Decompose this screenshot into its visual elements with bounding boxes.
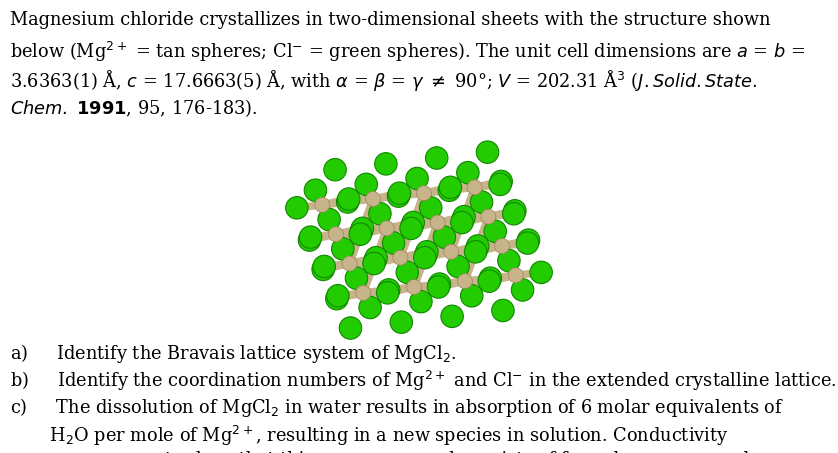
Circle shape: [428, 273, 451, 295]
Circle shape: [356, 285, 370, 300]
Circle shape: [516, 232, 539, 254]
Text: below (Mg$^{2+}$ = tan spheres; Cl$^{-}$ = green spheres). The unit cell dimensi: below (Mg$^{2+}$ = tan spheres; Cl$^{-}$…: [10, 40, 805, 64]
Circle shape: [315, 198, 330, 212]
Circle shape: [464, 241, 487, 263]
Circle shape: [413, 246, 436, 269]
Circle shape: [439, 176, 462, 198]
Circle shape: [363, 252, 385, 275]
Circle shape: [458, 274, 473, 289]
Text: measurements show that this new compound consists of four charges per mole.: measurements show that this new compound…: [10, 451, 765, 453]
Circle shape: [387, 185, 410, 207]
Circle shape: [350, 220, 373, 242]
Circle shape: [465, 238, 488, 260]
Circle shape: [508, 268, 523, 283]
Circle shape: [451, 211, 473, 234]
Circle shape: [393, 250, 408, 265]
Circle shape: [328, 226, 344, 242]
Circle shape: [336, 191, 359, 213]
Text: c)   The dissolution of MgCl$_2$ in water results in absorption of 6 molar equiv: c) The dissolution of MgCl$_2$ in water …: [10, 396, 784, 419]
Circle shape: [342, 256, 357, 271]
Circle shape: [339, 317, 362, 339]
Circle shape: [410, 290, 432, 313]
Circle shape: [365, 192, 380, 207]
Circle shape: [332, 238, 354, 260]
Text: b)   Identify the coordination numbers of Mg$^{2+}$ and Cl$^{-}$ in the extended: b) Identify the coordination numbers of …: [10, 369, 837, 393]
Circle shape: [400, 217, 422, 240]
Circle shape: [494, 238, 510, 254]
Circle shape: [406, 167, 428, 190]
Circle shape: [375, 153, 397, 175]
Circle shape: [396, 261, 418, 284]
Circle shape: [461, 284, 483, 307]
Circle shape: [504, 200, 526, 222]
Circle shape: [457, 161, 479, 184]
Circle shape: [286, 197, 308, 219]
Text: H$_2$O per mole of Mg$^{2+}$, resulting in a new species in solution. Conductivi: H$_2$O per mole of Mg$^{2+}$, resulting …: [10, 424, 729, 448]
Circle shape: [401, 214, 423, 236]
Circle shape: [511, 279, 534, 301]
Circle shape: [489, 173, 511, 196]
Circle shape: [416, 186, 432, 201]
Circle shape: [420, 197, 442, 219]
Circle shape: [313, 255, 335, 278]
Circle shape: [478, 270, 500, 292]
Circle shape: [470, 191, 493, 213]
Circle shape: [312, 258, 334, 280]
Circle shape: [453, 205, 475, 228]
Circle shape: [427, 276, 450, 298]
Circle shape: [484, 220, 506, 242]
Circle shape: [479, 267, 502, 289]
Circle shape: [481, 209, 496, 224]
Circle shape: [530, 261, 552, 284]
Text: 3.6363(1) Å, $c$ = 17.6663(5) Å, with $\alpha$ = $\beta$ = $\gamma$ $\neq$ 90°; : 3.6363(1) Å, $c$ = 17.6663(5) Å, with $\…: [10, 68, 758, 93]
Circle shape: [476, 141, 499, 164]
Circle shape: [345, 267, 368, 289]
Circle shape: [430, 215, 445, 230]
Circle shape: [388, 182, 411, 204]
Circle shape: [390, 311, 412, 333]
Circle shape: [364, 249, 386, 272]
Circle shape: [299, 226, 322, 248]
Circle shape: [376, 282, 399, 304]
Text: $Chem.$ $\mathbf{1991}$, 95, 176-183).: $Chem.$ $\mathbf{1991}$, 95, 176-183).: [10, 97, 258, 119]
Circle shape: [415, 244, 437, 266]
Circle shape: [416, 241, 438, 263]
Circle shape: [351, 217, 374, 240]
Circle shape: [327, 284, 349, 307]
Circle shape: [426, 147, 448, 169]
Circle shape: [503, 202, 525, 225]
Circle shape: [467, 235, 489, 257]
Circle shape: [359, 296, 381, 319]
Circle shape: [338, 188, 360, 210]
Circle shape: [441, 305, 463, 328]
Circle shape: [492, 299, 515, 322]
Circle shape: [447, 255, 469, 278]
Circle shape: [355, 173, 377, 196]
Circle shape: [298, 229, 321, 251]
Text: Magnesium chloride crystallizes in two-dimensional sheets with the structure sho: Magnesium chloride crystallizes in two-d…: [10, 11, 771, 29]
Circle shape: [402, 211, 425, 234]
Circle shape: [326, 288, 348, 310]
Circle shape: [380, 221, 394, 236]
Circle shape: [438, 179, 461, 202]
Text: a)   Identify the Bravais lattice system of MgCl$_2$.: a) Identify the Bravais lattice system o…: [10, 342, 457, 365]
Circle shape: [365, 246, 387, 269]
Circle shape: [406, 280, 422, 294]
Circle shape: [323, 159, 346, 181]
Circle shape: [444, 244, 458, 259]
Circle shape: [468, 180, 482, 195]
Circle shape: [517, 229, 540, 251]
Circle shape: [349, 223, 371, 246]
Circle shape: [382, 232, 405, 254]
Circle shape: [318, 208, 340, 231]
Circle shape: [304, 179, 327, 202]
Circle shape: [452, 208, 474, 231]
Circle shape: [490, 170, 512, 193]
Circle shape: [377, 279, 400, 301]
Circle shape: [498, 250, 520, 272]
Circle shape: [369, 202, 391, 225]
Circle shape: [433, 226, 456, 248]
